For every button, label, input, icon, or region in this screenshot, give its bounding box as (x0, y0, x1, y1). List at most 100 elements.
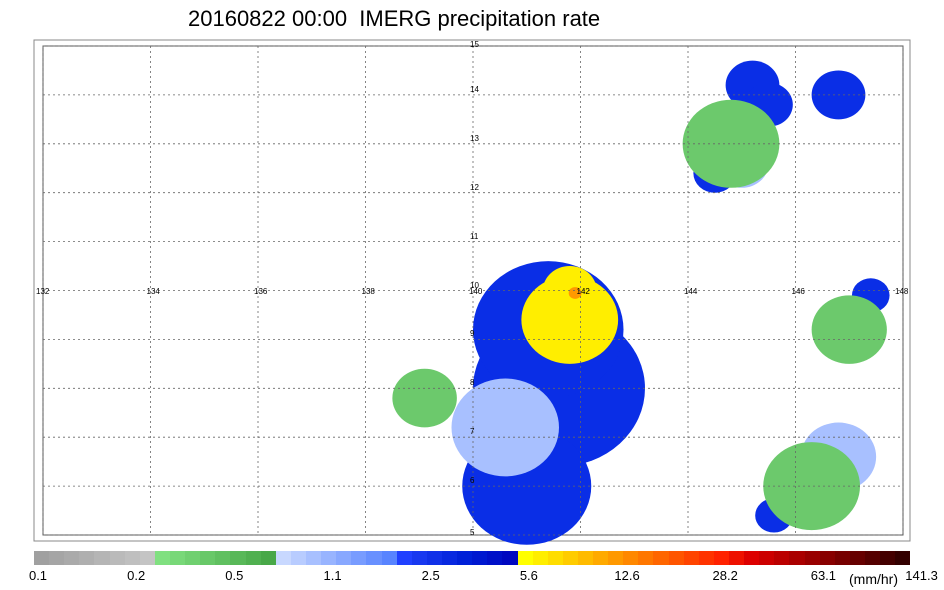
colorbar-swatch-37 (593, 551, 609, 565)
colorbar-swatch-30 (487, 551, 503, 565)
lat-label-7: 7 (470, 427, 475, 437)
colorbar-swatch-0 (34, 551, 50, 565)
colorbar-swatch-16 (275, 551, 291, 565)
map-title: 20160822 00:00 IMERG precipitation rate (188, 6, 601, 31)
colorbar-swatch-55 (865, 551, 881, 565)
lon-label-140: 140 (469, 286, 483, 296)
colorbar-swatch-44 (698, 551, 714, 565)
colorbar-swatch-52 (819, 551, 835, 565)
colorbar-swatch-48 (759, 551, 775, 565)
lon-label-144: 144 (684, 286, 698, 296)
lat-label-15: 15 (470, 40, 479, 49)
colorbar-swatch-5 (109, 551, 125, 565)
colorbar-swatch-14 (245, 551, 261, 565)
colorbar-swatch-33 (532, 551, 548, 565)
precip-cell-17 (392, 368, 457, 428)
lat-label-12: 12 (470, 182, 479, 192)
colorbar-swatch-40 (638, 551, 654, 565)
colorbar-swatch-46 (729, 551, 745, 565)
colorbar-swatch-36 (577, 551, 594, 565)
colorbar-swatch-1 (49, 551, 65, 565)
colorbar-swatch-56 (880, 551, 896, 565)
colorbar-swatch-4 (94, 551, 110, 565)
colorbar-swatch-13 (230, 551, 246, 565)
colorbar-label-5: 5.6 (519, 568, 538, 583)
colorbar-swatch-50 (789, 551, 805, 565)
lat-label-13: 13 (470, 133, 479, 143)
colorbar-swatch-6 (124, 551, 140, 565)
colorbar-swatch-18 (305, 551, 322, 565)
colorbar-swatch-35 (562, 551, 578, 565)
colorbar-swatch-39 (623, 551, 639, 565)
colorbar-swatch-8 (154, 551, 170, 565)
colorbar-unit: (mm/hr) (849, 571, 898, 587)
lon-label-142: 142 (576, 286, 590, 296)
colorbar-swatch-53 (834, 551, 850, 565)
colorbar-swatch-29 (472, 551, 488, 565)
colorbar-label-4: 2.5 (421, 568, 440, 583)
colorbar-swatch-10 (185, 551, 201, 565)
colorbar-swatch-42 (668, 551, 684, 565)
map-outer-frame (33, 39, 911, 542)
colorbar-label-0: 0.1 (28, 568, 48, 583)
colorbar-swatch-27 (441, 551, 458, 565)
colorbar-swatch-49 (774, 551, 790, 565)
colorbar-swatch-51 (804, 551, 820, 565)
colorbar-swatch-41 (653, 551, 669, 565)
precip-cell-13 (811, 295, 887, 364)
lat-label-5: 5 (470, 528, 475, 537)
lon-label-136: 136 (254, 286, 268, 296)
gridlines (42, 45, 904, 536)
colorbar-swatch-19 (321, 551, 337, 565)
precipitation-map (33, 39, 911, 545)
colorbar-swatch-15 (260, 551, 276, 565)
precip-cell-16 (763, 442, 860, 531)
colorbar-label-2: 0.5 (225, 568, 244, 583)
precip-cell-8 (451, 378, 559, 477)
colorbar-label-8: 63.1 (810, 568, 837, 583)
colorbar-swatch-12 (215, 551, 231, 565)
colorbar-label-9: 141.3 (905, 568, 938, 583)
colorbar-swatch-47 (744, 551, 760, 565)
colorbar-swatch-54 (849, 551, 866, 565)
colorbar-swatch-9 (169, 551, 186, 565)
colorbar-label-7: 28.2 (712, 568, 738, 583)
colorbar-swatch-25 (411, 551, 427, 565)
colorbar-swatch-21 (351, 551, 367, 565)
colorbar-swatch-57 (895, 551, 911, 565)
precip-cell-11 (568, 287, 582, 299)
colorbar (34, 551, 911, 565)
colorbar-swatch-20 (336, 551, 352, 565)
colorbar-swatch-45 (713, 551, 730, 565)
lon-label-132: 132 (36, 286, 50, 296)
lat-label-10: 10 (470, 280, 479, 290)
colorbar-swatch-26 (426, 551, 442, 565)
lon-label-146: 146 (791, 286, 805, 296)
colorbar-swatch-32 (517, 551, 533, 565)
colorbar-swatch-31 (502, 551, 518, 565)
colorbar-label-1: 0.2 (127, 568, 146, 583)
lat-label-11: 11 (470, 231, 479, 241)
colorbar-label-6: 12.6 (614, 568, 640, 583)
lon-label-134: 134 (146, 286, 160, 296)
colorbar-swatch-3 (79, 551, 95, 565)
colorbar-swatch-23 (381, 551, 397, 565)
colorbar-swatch-43 (683, 551, 699, 565)
precipitation-layer (392, 60, 890, 545)
colorbar-swatch-28 (457, 551, 473, 565)
colorbar-swatch-7 (139, 551, 155, 565)
colorbar-label-3: 1.1 (323, 568, 342, 583)
colorbar-swatch-11 (200, 551, 216, 565)
colorbar-swatch-22 (366, 551, 382, 565)
colorbar-swatch-24 (396, 551, 412, 565)
colorbar-swatch-38 (608, 551, 624, 565)
lat-label-14: 14 (470, 84, 479, 94)
colorbar-swatch-17 (290, 551, 306, 565)
colorbar-swatch-34 (547, 551, 563, 565)
lat-label-8: 8 (470, 378, 475, 388)
colorbar-swatch-2 (64, 551, 80, 565)
lat-label-6: 6 (470, 476, 475, 486)
lon-label-138: 138 (361, 286, 375, 296)
precip-cell-18 (682, 99, 780, 188)
lon-label-148: 148 (895, 286, 909, 296)
